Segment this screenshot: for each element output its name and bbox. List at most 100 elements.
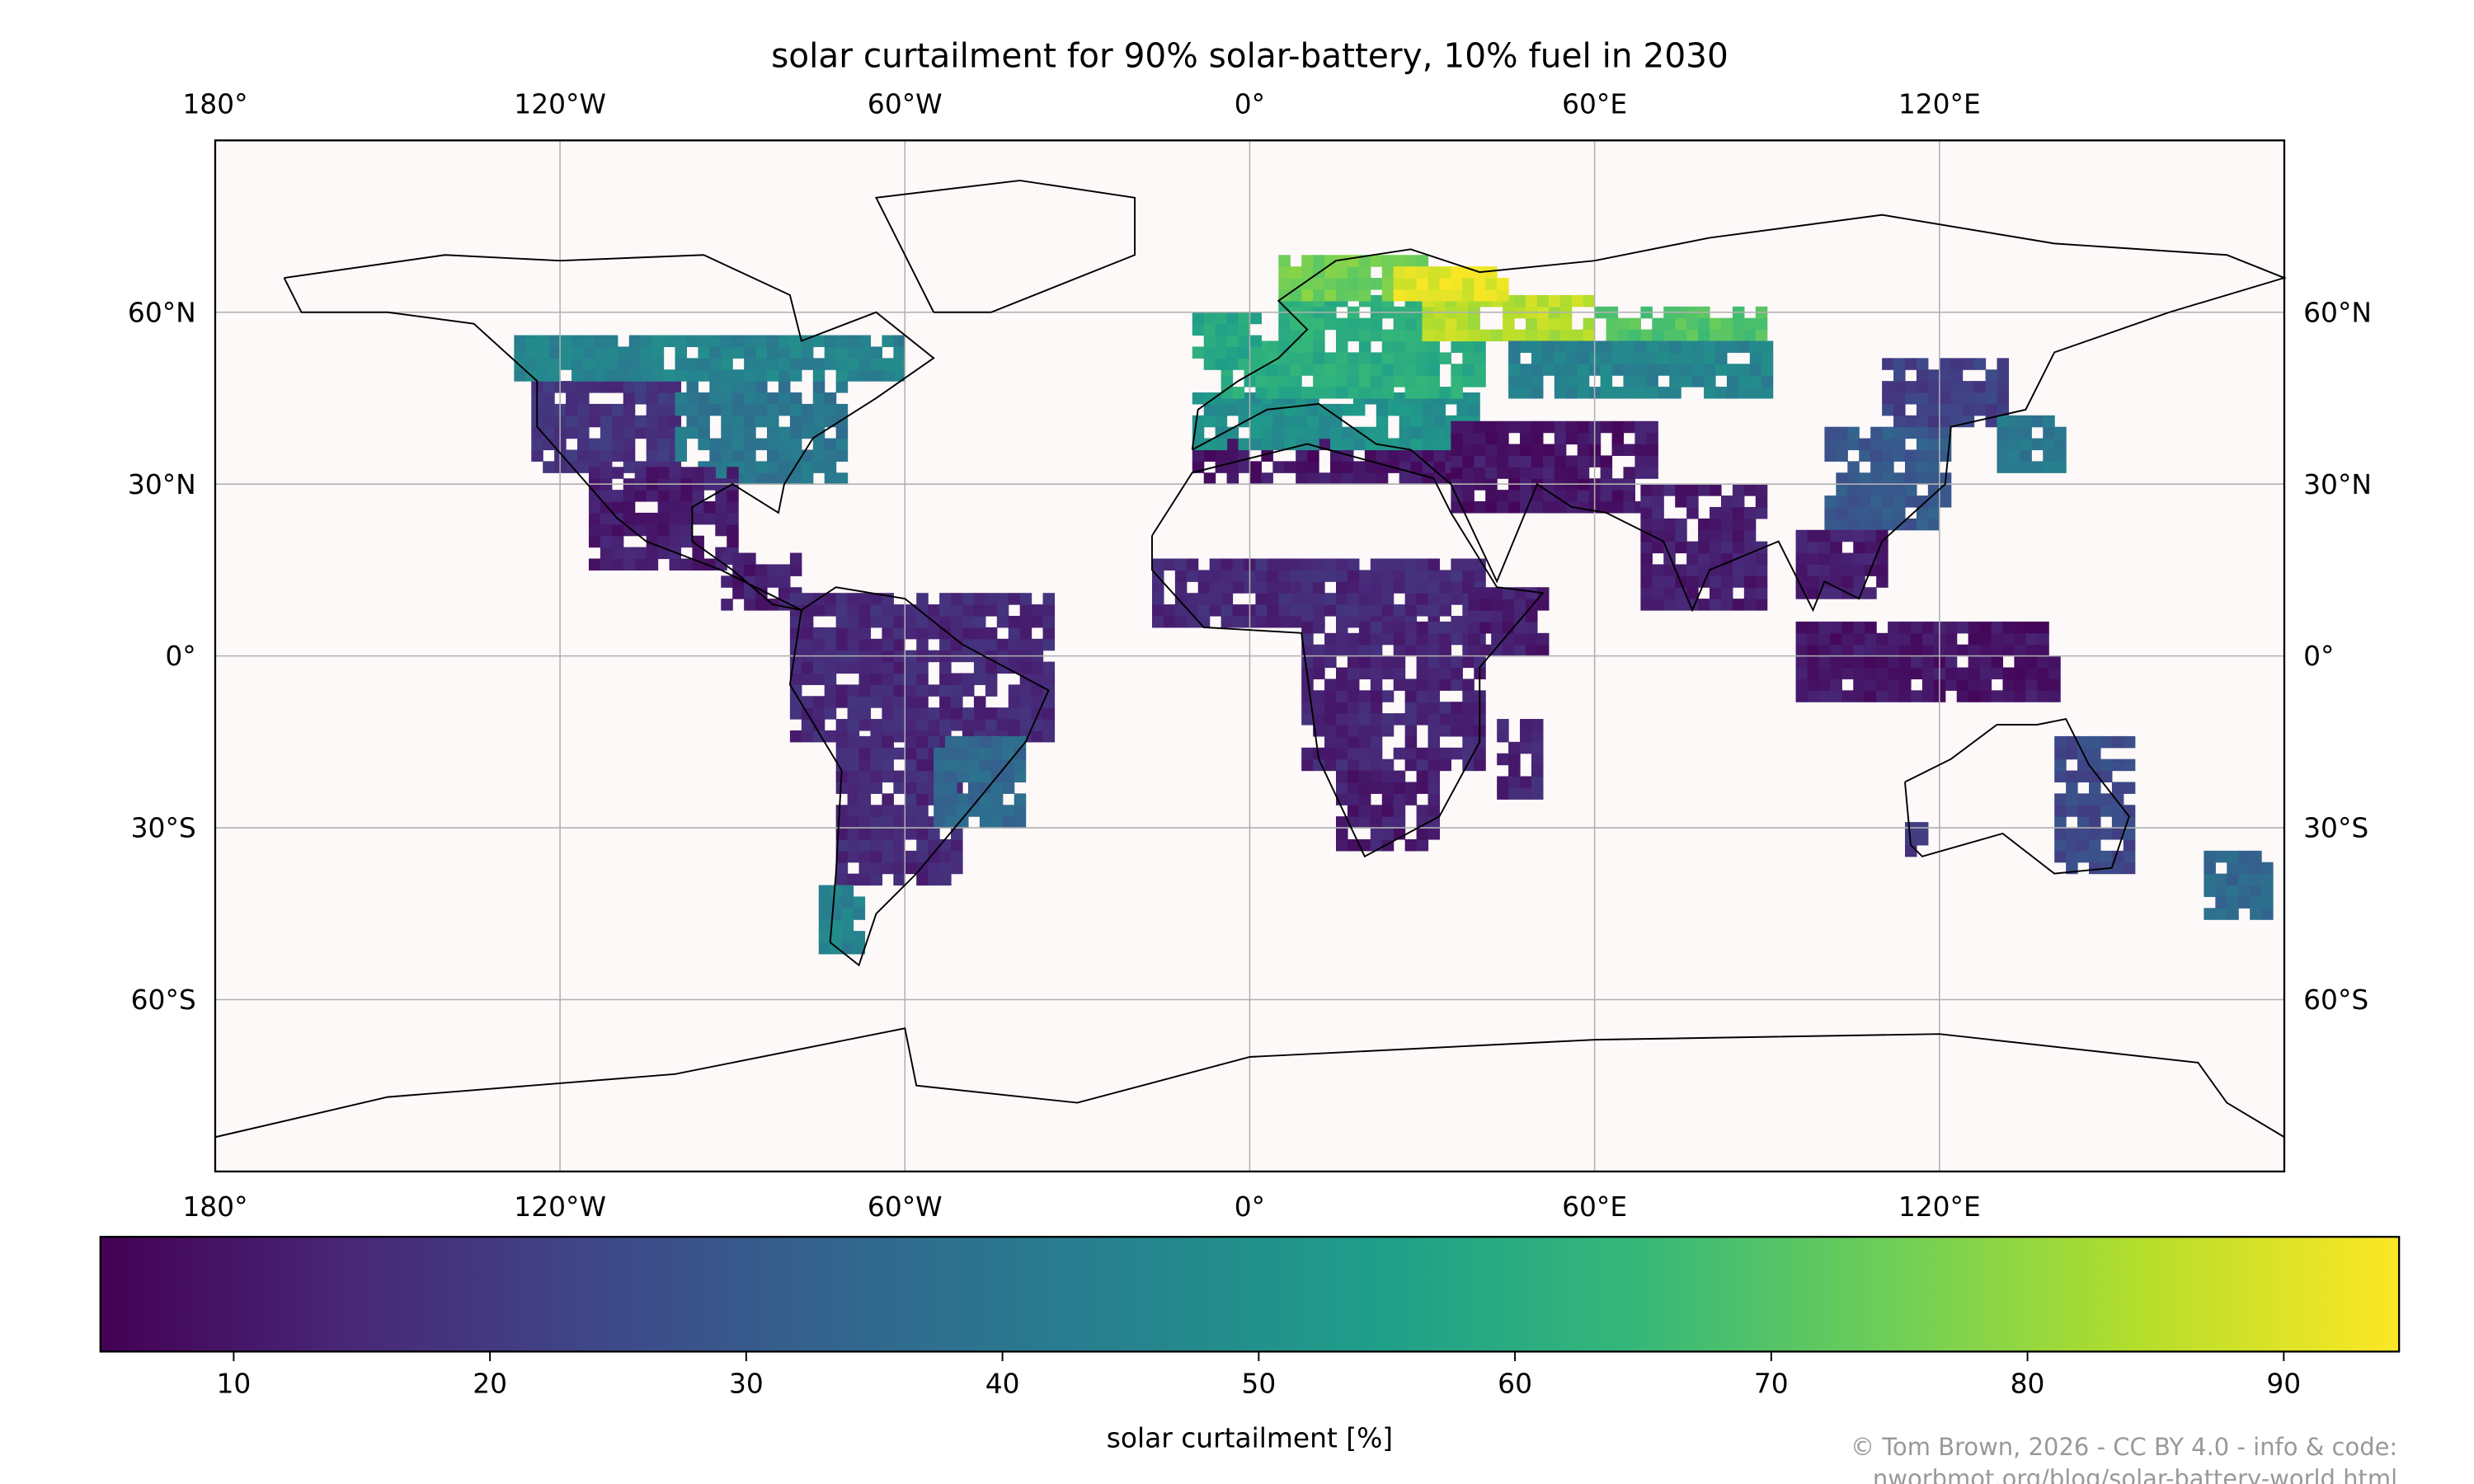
heatmap-cell — [1404, 558, 1418, 571]
heatmap-cell — [1313, 352, 1325, 364]
heatmap-cell — [1577, 501, 1590, 514]
heatmap-cell — [2089, 770, 2101, 783]
heatmap-cell — [1720, 329, 1733, 342]
heatmap-cell — [979, 782, 992, 794]
heatmap-cell — [1893, 415, 1906, 428]
heatmap-cell — [628, 369, 642, 382]
heatmap-cell — [870, 838, 882, 852]
heatmap-cell — [1950, 392, 1964, 405]
heatmap-cell — [1520, 387, 1532, 399]
heatmap-cell — [1313, 604, 1325, 617]
heatmap-cell — [1404, 570, 1418, 582]
heatmap-cell — [1427, 266, 1441, 279]
heatmap-cell — [1669, 387, 1681, 399]
heatmap-cell — [611, 501, 624, 514]
heatmap-cell — [1358, 747, 1371, 760]
heatmap-cell — [1370, 816, 1383, 829]
heatmap-cell — [957, 793, 969, 805]
heatmap-cell — [1381, 632, 1395, 646]
heatmap-cell — [1876, 632, 1888, 646]
heatmap-cell — [1640, 506, 1653, 519]
heatmap-cell — [1611, 490, 1625, 502]
heatmap-cell — [1381, 621, 1395, 634]
heatmap-cell — [824, 415, 837, 428]
heatmap-cell — [548, 358, 561, 370]
heatmap-cell — [1916, 495, 1929, 508]
heatmap-cell — [1508, 467, 1521, 479]
heatmap-cell — [1824, 518, 1837, 531]
heatmap-cell — [847, 358, 860, 370]
heatmap-cell — [1433, 426, 1446, 439]
heatmap-cell — [1462, 364, 1475, 376]
heatmap-cell — [928, 838, 940, 852]
heatmap-cell — [1710, 317, 1722, 331]
heatmap-cell — [2077, 735, 2090, 749]
heatmap-cell — [905, 850, 917, 863]
heatmap-cell — [634, 415, 647, 428]
heatmap-cell — [703, 501, 716, 514]
heatmap-cell — [789, 627, 802, 640]
heatmap-cell — [1559, 329, 1573, 342]
heatmap-cell — [847, 758, 860, 772]
heatmap-cell — [893, 673, 905, 685]
heatmap-cell — [1336, 758, 1348, 772]
heatmap-cell — [680, 558, 694, 571]
heatmap-cell — [755, 461, 768, 473]
heatmap-cell — [939, 684, 952, 697]
heatmap-cell — [1422, 449, 1435, 462]
heatmap-cell — [1347, 690, 1360, 702]
heatmap-cell — [1714, 352, 1728, 364]
heatmap-cell — [1658, 340, 1670, 353]
heatmap-cell — [611, 535, 624, 548]
heatmap-cell — [657, 449, 670, 462]
heatmap-cell — [2066, 770, 2078, 783]
heatmap-cell — [1313, 713, 1325, 726]
heatmap-cell — [686, 426, 698, 439]
heatmap-cell — [1807, 632, 1820, 646]
heatmap-cell — [1675, 564, 1687, 576]
heatmap-cell — [1192, 323, 1205, 336]
heatmap-cell — [1381, 793, 1395, 805]
heatmap-cell — [1927, 461, 1940, 473]
heatmap-cell — [1427, 364, 1441, 376]
heatmap-cell — [1301, 632, 1314, 646]
heatmap-cell — [1836, 495, 1848, 508]
heatmap-cell — [1347, 266, 1360, 279]
heatmap-cell — [1313, 317, 1325, 331]
heatmap-cell — [1451, 558, 1463, 571]
heatmap-cell — [1554, 364, 1567, 376]
heatmap-cell — [1910, 655, 1923, 669]
heatmap-cell — [996, 593, 1009, 605]
heatmap-cell — [1404, 364, 1418, 376]
heatmap-cell — [657, 535, 670, 548]
heatmap-cell — [1451, 266, 1463, 279]
heatmap-cell — [1755, 552, 1768, 566]
heatmap-cell — [1870, 518, 1883, 531]
heatmap-cell — [1681, 364, 1693, 376]
heatmap-cell — [1278, 570, 1291, 582]
heatmap-cell — [858, 758, 872, 772]
heatmap-cell — [1381, 375, 1395, 387]
heatmap-cell — [1416, 838, 1429, 852]
colorbar-gradient — [99, 1236, 2401, 1353]
heatmap-cell — [824, 673, 837, 685]
heatmap-cell — [1336, 679, 1348, 691]
heatmap-cell — [669, 535, 682, 548]
heatmap-cell — [1732, 599, 1745, 611]
heatmap-cell — [882, 335, 894, 348]
heatmap-cell — [1485, 455, 1498, 467]
heatmap-cell — [1830, 541, 1842, 554]
heatmap-cell — [1916, 415, 1929, 428]
heatmap-cell — [1899, 621, 1912, 634]
heatmap-cell — [1267, 615, 1279, 628]
heatmap-cell — [577, 415, 590, 428]
heatmap-cell — [870, 805, 882, 817]
heatmap-cell — [870, 684, 882, 697]
heatmap-cell — [1611, 364, 1625, 376]
heatmap-cell — [893, 696, 905, 708]
heatmap-cell — [1019, 627, 1032, 640]
heatmap-cell — [1416, 644, 1429, 657]
heatmap-cell — [778, 346, 791, 359]
heatmap-cell — [721, 381, 733, 393]
heatmap-cell — [1042, 730, 1056, 743]
